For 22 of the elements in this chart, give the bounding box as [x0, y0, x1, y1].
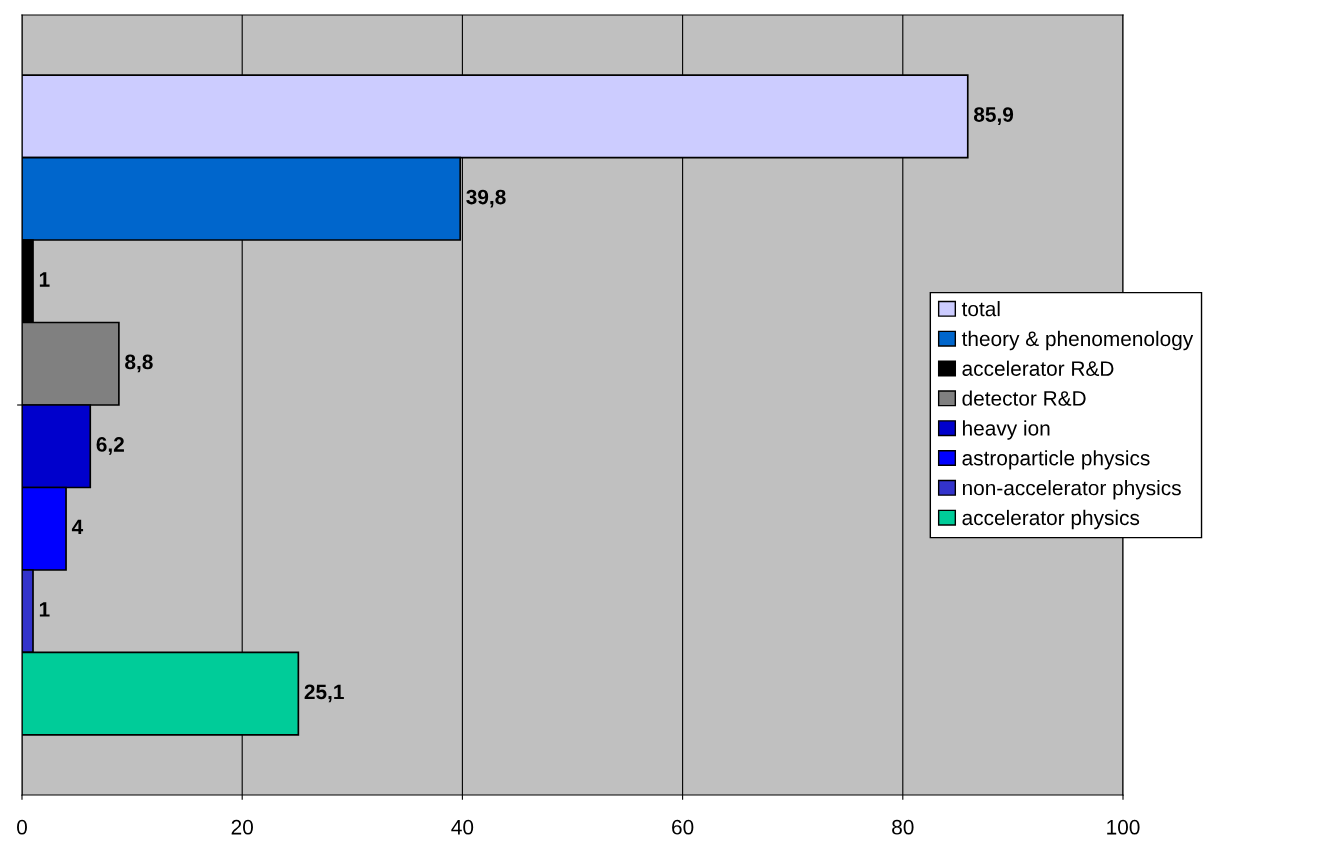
data-label: 39,8	[466, 189, 506, 208]
x-tick-label: 80	[892, 819, 914, 835]
x-tick-label: 40	[451, 819, 474, 835]
legend-label: theory & phenomenology	[961, 330, 1194, 351]
data-label: 4	[71, 519, 84, 535]
legend-label: heavy ion	[963, 420, 1050, 440]
x-tick-label: 60	[672, 819, 694, 835]
legend-label: non-accelerator physics	[962, 480, 1181, 500]
x-tick-label: 100	[1107, 819, 1140, 835]
data-label: 85,9	[973, 107, 1014, 125]
x-tick-label: 0	[17, 819, 27, 835]
legend-label: total	[961, 301, 1000, 317]
x-tick-label: 20	[231, 819, 253, 835]
data-label: 25,1	[304, 684, 344, 703]
data-label: 8,8	[125, 354, 153, 373]
legend-label: astroparticle physics	[962, 450, 1150, 470]
legend-label: detector R&D	[962, 390, 1086, 406]
data-label: 6,2	[96, 437, 124, 455]
legend-label: accelerator R&D	[962, 360, 1114, 376]
legend-label: accelerator physics	[962, 509, 1140, 530]
data-label: 1	[39, 602, 50, 617]
data-label: 1	[39, 272, 50, 287]
